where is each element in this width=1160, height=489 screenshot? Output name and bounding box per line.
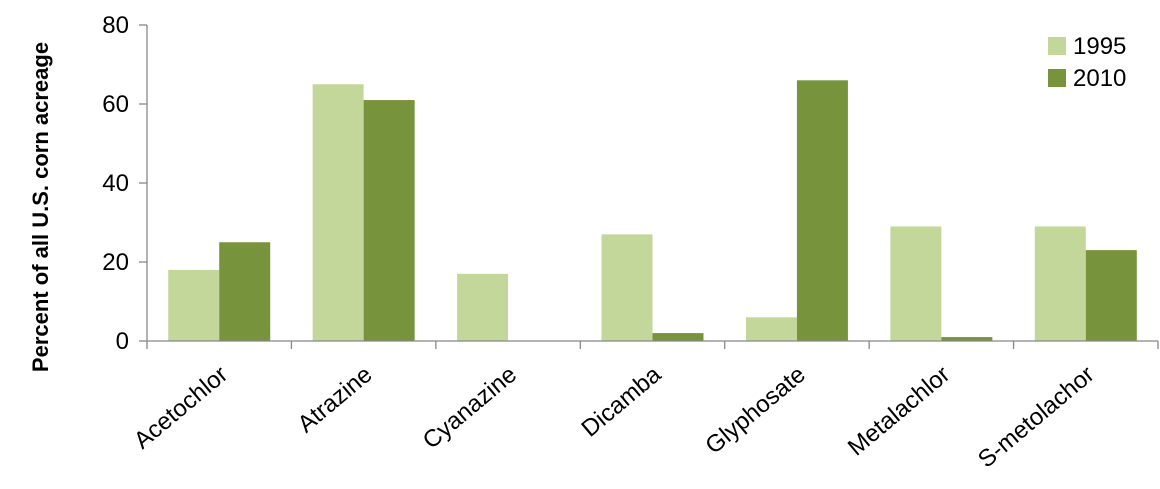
bar-1995-glyphosate: [745, 317, 797, 341]
bar-2010-atrazine: [363, 100, 415, 341]
y-tick-label: 60: [102, 91, 129, 118]
y-tick-label: 40: [102, 170, 129, 197]
bar-2010-glyphosate: [796, 80, 848, 342]
y-axis-title: Percent of all U.S. corn acreage: [28, 42, 53, 372]
x-tick-label: Glyphosate: [700, 361, 810, 460]
bar-2010-s-metolachor: [1085, 250, 1137, 341]
x-tick-label: Dicamba: [576, 360, 666, 442]
bar-1995-dicamba: [601, 234, 653, 341]
y-tick-label: 20: [102, 249, 129, 276]
y-tick-label: 0: [116, 328, 129, 355]
x-tick-label: Atrazine: [293, 361, 378, 438]
legend-label-2010: 2010: [1073, 65, 1126, 92]
bar-2010-dicamba: [652, 333, 704, 341]
bar-1995-cyanazine: [457, 273, 509, 341]
legend: 1995 2010: [1048, 33, 1126, 92]
bar-1995-acetochlor: [168, 269, 220, 341]
x-tick-label: Cyanazine: [418, 361, 522, 455]
x-tick-label: S-metolachor: [973, 361, 1100, 473]
bar-1995-s-metolachor: [1034, 226, 1086, 341]
plot-area: 0 20 40 60 80 Acetochlor Atrazine Cyanazine Dica…: [102, 12, 1159, 473]
legend-swatch-1995: [1048, 37, 1066, 55]
y-tick-label: 80: [102, 12, 129, 39]
x-tick-label: Metalachlor: [843, 361, 955, 461]
bar-1995-metalachlor: [890, 226, 942, 341]
legend-label-1995: 1995: [1073, 33, 1126, 60]
bar-1995-atrazine: [312, 84, 364, 341]
bar-2010-metalachlor: [941, 337, 993, 341]
legend-swatch-2010: [1048, 69, 1066, 87]
bar-2010-acetochlor: [219, 242, 271, 341]
x-tick-label: Acetochlor: [129, 361, 233, 455]
